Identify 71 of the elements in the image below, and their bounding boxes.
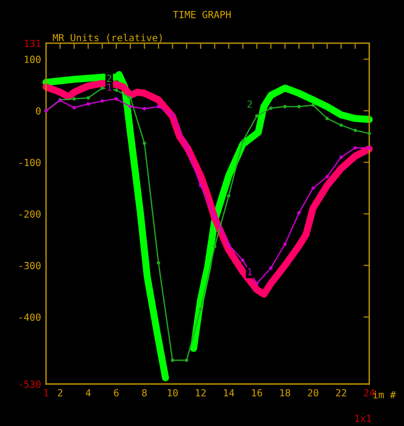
point — [325, 116, 329, 120]
point — [184, 358, 188, 362]
point — [297, 104, 301, 108]
point — [283, 242, 287, 246]
series-label: 1 — [248, 268, 252, 276]
x-tick-label: 12 — [196, 389, 206, 396]
point — [142, 141, 146, 145]
point — [114, 97, 118, 101]
point — [198, 184, 202, 188]
x-tick-label: 20 — [308, 389, 318, 396]
point — [72, 97, 76, 101]
y-tick-label: -200 — [19, 210, 41, 218]
y-tick-label: 0 — [36, 107, 41, 115]
y-tick-label: 100 — [24, 56, 41, 64]
point — [86, 96, 90, 100]
point — [114, 88, 118, 92]
point — [128, 96, 132, 100]
point — [86, 102, 90, 106]
x-tick-label: 22 — [336, 389, 346, 396]
x-axis-title: im # — [373, 390, 396, 398]
point — [368, 132, 371, 136]
point — [269, 106, 273, 110]
x-tick-label: 4 — [86, 389, 91, 396]
point — [283, 104, 287, 108]
point — [156, 261, 160, 265]
y-tick-label: -400 — [19, 313, 41, 321]
text: 2 — [247, 100, 252, 108]
text: 1x1 — [355, 414, 372, 422]
point — [297, 211, 301, 215]
x-tick-label: 16 — [252, 389, 262, 396]
x-tick-label: 1 — [44, 389, 48, 396]
series-label: 2 — [106, 74, 112, 82]
point — [156, 104, 160, 108]
point — [100, 86, 104, 90]
x-tick-label: 2 — [58, 389, 62, 396]
point — [339, 123, 343, 127]
point — [142, 106, 146, 110]
point — [100, 99, 104, 103]
x-tick-label: 10 — [168, 389, 178, 396]
point — [339, 155, 343, 159]
point — [72, 106, 76, 110]
point — [241, 258, 245, 262]
point — [198, 308, 202, 311]
point — [353, 146, 357, 150]
point — [255, 114, 259, 118]
y-tick-label: -530 — [19, 380, 41, 388]
point — [227, 243, 230, 247]
x-tick-label: 24 — [364, 389, 375, 396]
y-tick-label: -300 — [19, 262, 41, 270]
y-tick-label: -100 — [19, 158, 41, 166]
text: 1 — [107, 84, 112, 91]
x-tick-label: 6 — [114, 389, 119, 396]
point — [170, 113, 174, 117]
x-tick-label: 8 — [142, 389, 147, 396]
point — [353, 128, 357, 132]
point — [184, 145, 188, 149]
point — [241, 139, 245, 143]
chart-title: TIME GRAPH — [172, 10, 231, 18]
point — [212, 244, 216, 248]
point — [325, 174, 329, 178]
x-tick-label: 18 — [280, 389, 290, 396]
point — [170, 358, 174, 362]
point — [269, 266, 273, 270]
point — [128, 104, 132, 108]
point — [227, 194, 230, 198]
x-tick-label: 14 — [224, 389, 234, 396]
y-tick-label: 131 — [24, 40, 41, 48]
point — [212, 214, 216, 218]
point — [255, 282, 259, 286]
point — [368, 146, 371, 150]
y-axis-title: MR Units (relative) — [52, 34, 162, 42]
